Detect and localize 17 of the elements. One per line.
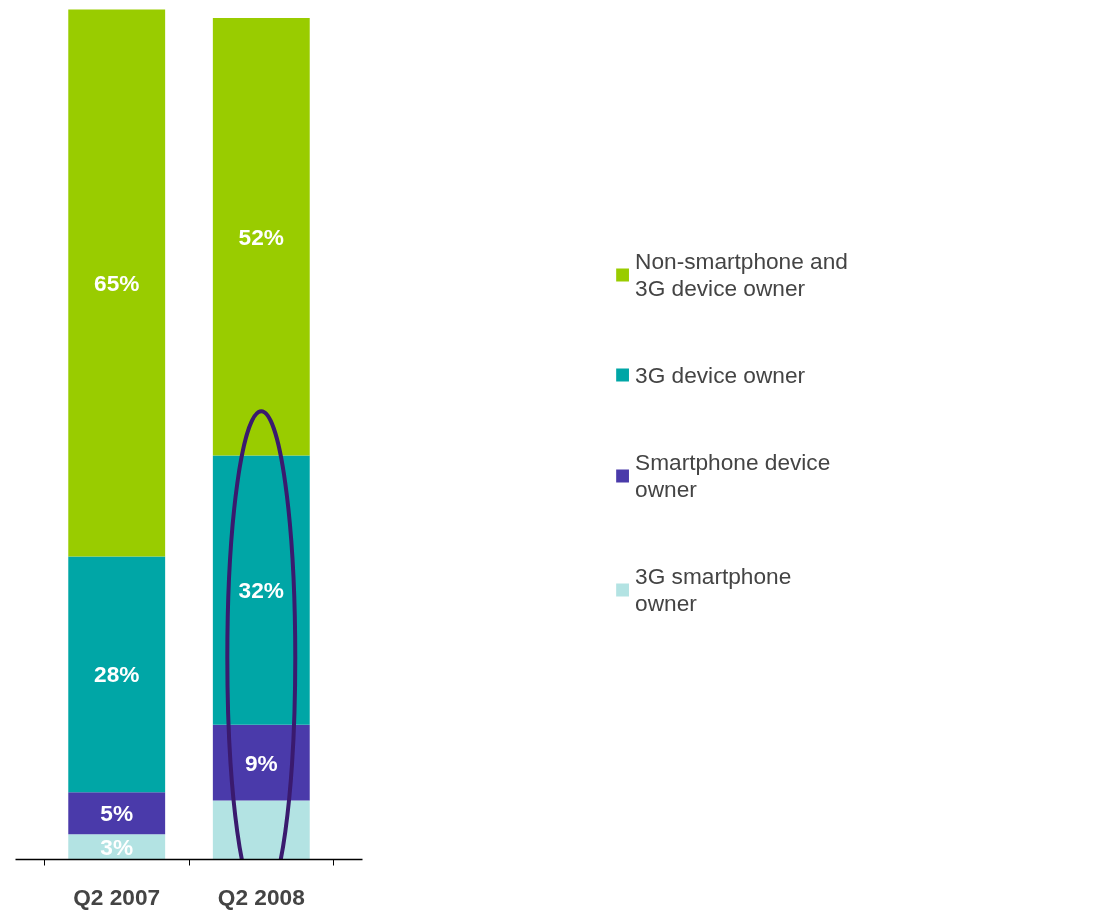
legend-label: Smartphone device owner (635, 448, 831, 502)
data-label: 28% (94, 661, 140, 688)
bar (68, 9, 166, 557)
bar (68, 556, 166, 793)
legend-label: 3G smartphone owner (635, 562, 792, 616)
data-label: 3% (100, 833, 134, 860)
data-label: 32% (238, 577, 284, 604)
data-label: 65% (94, 270, 140, 297)
legend-label: Non-smartphone and 3G device owner (635, 247, 848, 301)
data-label: 52% (238, 223, 284, 250)
data-label: 9% (244, 749, 278, 776)
x-tick-label: Q2 2007 (73, 883, 161, 910)
legend-label: 3G device owner (635, 361, 806, 388)
data-label: 5% (100, 800, 134, 827)
x-tick-label: Q2 2008 (217, 883, 305, 910)
bar (212, 800, 310, 860)
bar (68, 792, 166, 835)
